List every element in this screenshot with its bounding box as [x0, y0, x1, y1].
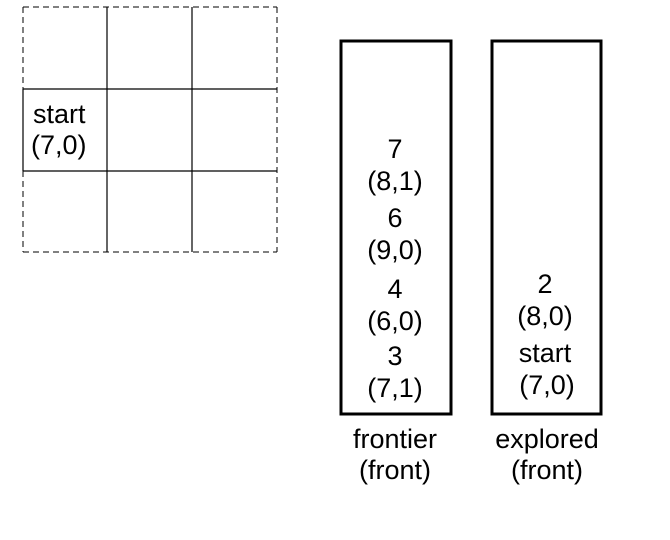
frontier-item-coord: (8,1): [367, 166, 423, 196]
frontier-item: 7 (8,1): [367, 134, 423, 196]
explored-item: start (7,0): [519, 338, 575, 400]
frontier-item-label: 3: [387, 341, 402, 371]
grid-cell-start-coord: (7,0): [31, 130, 87, 160]
frontier-subtitle: (front): [359, 455, 431, 485]
explored-item-label: start: [519, 338, 572, 368]
frontier-item-coord: (6,0): [367, 306, 423, 336]
explored-box: [490, 39, 603, 416]
frontier-item: 6 (9,0): [367, 203, 423, 265]
frontier-title: frontier: [353, 424, 437, 454]
frontier-stack: 7 (8,1) 6 (9,0) 4 (6,0) 3 (7,1) frontier…: [339, 39, 453, 485]
explored-item-coord: (8,0): [517, 301, 573, 331]
frontier-item: 3 (7,1): [367, 341, 423, 403]
frontier-item: 4 (6,0): [367, 274, 423, 336]
frontier-item-coord: (7,1): [367, 373, 423, 403]
grid: start (7,0): [22, 6, 278, 253]
frontier-item-label: 4: [387, 274, 402, 304]
explored-stack: 2 (8,0) start (7,0) explored (front): [490, 39, 603, 485]
frontier-item-label: 6: [387, 203, 402, 233]
frontier-box: [339, 39, 453, 416]
explored-subtitle: (front): [511, 455, 583, 485]
explored-title: explored: [495, 424, 599, 454]
frontier-item-label: 7: [387, 134, 402, 164]
frontier-item-coord: (9,0): [367, 235, 423, 265]
grid-cell-start: start (7,0): [31, 99, 87, 160]
explored-item: 2 (8,0): [517, 269, 573, 331]
explored-item-coord: (7,0): [519, 370, 575, 400]
explored-item-label: 2: [537, 269, 552, 299]
grid-cell-start-label: start: [33, 99, 86, 129]
